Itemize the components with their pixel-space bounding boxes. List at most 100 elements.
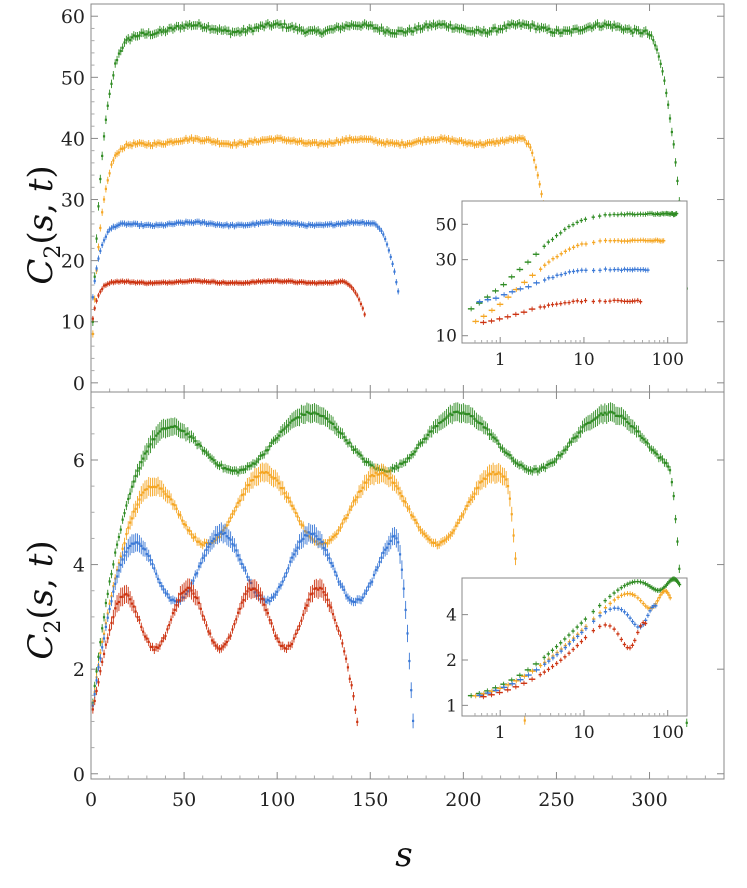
top-data-point xyxy=(277,280,281,283)
bottom-data-point xyxy=(426,537,430,540)
top-data-point xyxy=(214,223,217,227)
top-data-point xyxy=(391,262,394,266)
bottom-data-point xyxy=(197,565,201,568)
top-data-point xyxy=(611,26,614,29)
top-data-point xyxy=(128,223,132,226)
bottom-data-point xyxy=(523,467,526,470)
bottom-data-point xyxy=(655,453,659,456)
bottom-data-point xyxy=(287,496,290,500)
top-data-point xyxy=(309,281,312,285)
top-data-point xyxy=(633,27,636,31)
inset-y-tick-label: 4 xyxy=(446,606,457,626)
top-data-point xyxy=(637,29,640,32)
top-data-point xyxy=(164,224,167,227)
top-data-point xyxy=(248,140,251,143)
bottom-data-point xyxy=(518,464,521,467)
top-data-point xyxy=(492,27,495,30)
top-data-point xyxy=(471,142,474,145)
top-data-point xyxy=(583,27,586,31)
bottom-data-point xyxy=(142,457,145,460)
top-data-point xyxy=(596,22,599,25)
top-data-point xyxy=(276,222,279,225)
bottom-data-point xyxy=(296,515,299,518)
top-data-point xyxy=(328,223,331,226)
bottom-data-point xyxy=(216,533,219,537)
top-data-point xyxy=(266,279,269,283)
bottom-data-point xyxy=(341,432,344,435)
bottom-data-point xyxy=(380,471,383,474)
top-data-point xyxy=(676,179,679,183)
top-data-point xyxy=(110,280,113,283)
top-data-point xyxy=(196,220,199,223)
bottom-data-point xyxy=(205,451,208,454)
inset-series-green xyxy=(467,210,679,312)
top-data-point xyxy=(488,141,491,144)
bottom-data-point xyxy=(583,424,586,427)
top-data-point xyxy=(257,140,260,144)
bottom-data-point xyxy=(169,599,173,602)
bottom-data-point xyxy=(408,508,411,511)
top-data-point xyxy=(324,223,327,226)
bottom-data-point xyxy=(398,553,402,556)
top-data-point xyxy=(223,142,227,145)
bottom-data-point xyxy=(130,485,134,488)
bottom-data-point xyxy=(222,645,225,648)
top-data-point xyxy=(93,279,96,283)
top-data-point xyxy=(495,30,498,33)
top-data-point xyxy=(283,222,286,225)
top-data-point xyxy=(210,222,214,225)
bottom-data-point xyxy=(354,448,357,451)
bottom-data-point xyxy=(633,427,636,430)
bottom-data-point xyxy=(238,469,242,472)
top-data-point xyxy=(287,222,290,225)
top-data-point xyxy=(242,28,245,31)
bottom-data-point xyxy=(443,418,446,421)
top-data-point xyxy=(188,23,191,26)
bottom-data-point xyxy=(229,538,232,541)
top-data-point xyxy=(155,281,158,284)
top-data-point xyxy=(309,223,312,227)
top-data-point xyxy=(184,220,188,223)
bottom-data-point xyxy=(153,485,156,488)
bottom-data-point xyxy=(452,529,456,532)
bottom-data-point xyxy=(132,510,135,513)
top-data-point xyxy=(479,141,482,144)
bottom-data-point xyxy=(430,430,433,433)
top-data-point xyxy=(326,223,329,226)
top-data-point xyxy=(160,143,163,146)
top-data-point xyxy=(214,28,217,31)
bottom-y-tick-label: 0 xyxy=(73,764,85,786)
top-data-point xyxy=(281,138,284,141)
bottom-data-point xyxy=(300,539,303,542)
top-data-point xyxy=(188,221,191,224)
bottom-data-point xyxy=(175,507,178,510)
bottom-data-point xyxy=(132,542,135,545)
bottom-data-point xyxy=(289,421,292,424)
bottom-data-point xyxy=(266,598,269,602)
bottom-data-point xyxy=(281,644,284,647)
bottom-data-point xyxy=(255,476,258,479)
bottom-data-point xyxy=(203,449,206,453)
top-data-point xyxy=(337,140,340,144)
bottom-data-point xyxy=(223,531,227,535)
bottom-data-point xyxy=(281,429,284,432)
top-data-point xyxy=(438,138,441,141)
bottom-data-point xyxy=(160,428,163,431)
top-data-point xyxy=(134,222,137,225)
bottom-data-point xyxy=(343,588,346,591)
top-data-point xyxy=(490,30,493,33)
bottom-data-point xyxy=(529,469,532,472)
bottom-data-point xyxy=(473,417,476,420)
top-data-point xyxy=(531,151,534,154)
bottom-data-point xyxy=(311,592,314,595)
top-data-point xyxy=(348,284,351,287)
top-data-point xyxy=(309,29,312,32)
top-data-point xyxy=(205,222,208,226)
top-data-point xyxy=(158,223,161,227)
bottom-data-point xyxy=(367,478,370,481)
bottom-data-point xyxy=(410,454,413,457)
bottom-data-point xyxy=(125,532,128,536)
bottom-data-point xyxy=(218,532,221,535)
top-data-point xyxy=(406,142,409,145)
top-data-point xyxy=(261,221,264,224)
